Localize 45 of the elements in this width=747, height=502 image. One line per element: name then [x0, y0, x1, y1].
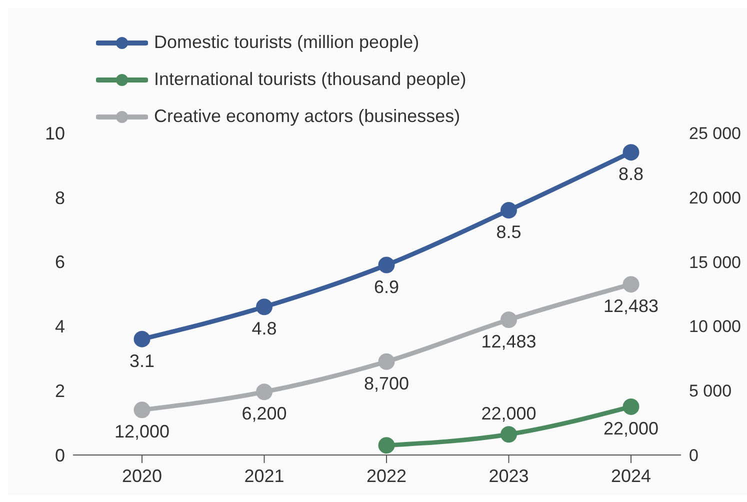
annotation: 3.1: [129, 350, 155, 371]
y-tick-label: 6: [54, 252, 65, 272]
annotation: 22,000: [481, 403, 536, 424]
y2-tick-label: 20 000: [689, 188, 741, 208]
y-tick-label: 8: [54, 188, 65, 208]
point: [256, 298, 272, 316]
point: [378, 437, 395, 454]
y-tick-label: 10: [44, 123, 65, 144]
annotation: 12,483: [603, 296, 659, 316]
point: [256, 384, 272, 400]
point: [134, 402, 150, 418]
y2-tick-label: 5 000: [689, 382, 732, 401]
y-tick-label: 0: [54, 445, 65, 466]
point: [378, 256, 395, 274]
y-tick-label: 2: [54, 380, 65, 401]
y2-tick-label: 25 000: [689, 124, 741, 144]
x-tick-label: 2020: [122, 466, 162, 486]
y2-tick-label: 10 000: [689, 317, 741, 336]
y-tick-label: 4: [54, 316, 65, 337]
point: [622, 276, 640, 293]
point: [134, 330, 150, 348]
point: [500, 312, 517, 328]
x-tick-label: 2021: [244, 466, 284, 486]
y2-tick-label: 0: [689, 446, 698, 466]
y2-tick-label: 15 000: [689, 252, 741, 272]
x-tick-label: 2024: [610, 466, 652, 486]
legend-label: Creative economy actors (businesses): [154, 106, 460, 127]
annotation: 12,483: [481, 332, 536, 352]
legend-label: Domestic tourists (million people): [154, 32, 420, 53]
point: [622, 144, 640, 161]
point: [500, 202, 517, 219]
annotation: 8,700: [364, 373, 410, 394]
annotation: 8.8: [618, 164, 644, 184]
annotation: 22,000: [603, 418, 659, 438]
annotation: 6.9: [374, 276, 400, 297]
legend-label: International tourists (thousand people): [154, 69, 466, 90]
point: [378, 353, 395, 370]
x-tick-label: 2022: [366, 466, 407, 486]
point: [500, 426, 517, 443]
x-tick-label: 2023: [488, 466, 529, 486]
annotation: 6,200: [242, 404, 287, 424]
point: [622, 398, 640, 415]
annotation: 8.5: [496, 222, 522, 242]
annotation: 4.8: [252, 318, 277, 339]
annotation: 12,000: [114, 422, 170, 442]
